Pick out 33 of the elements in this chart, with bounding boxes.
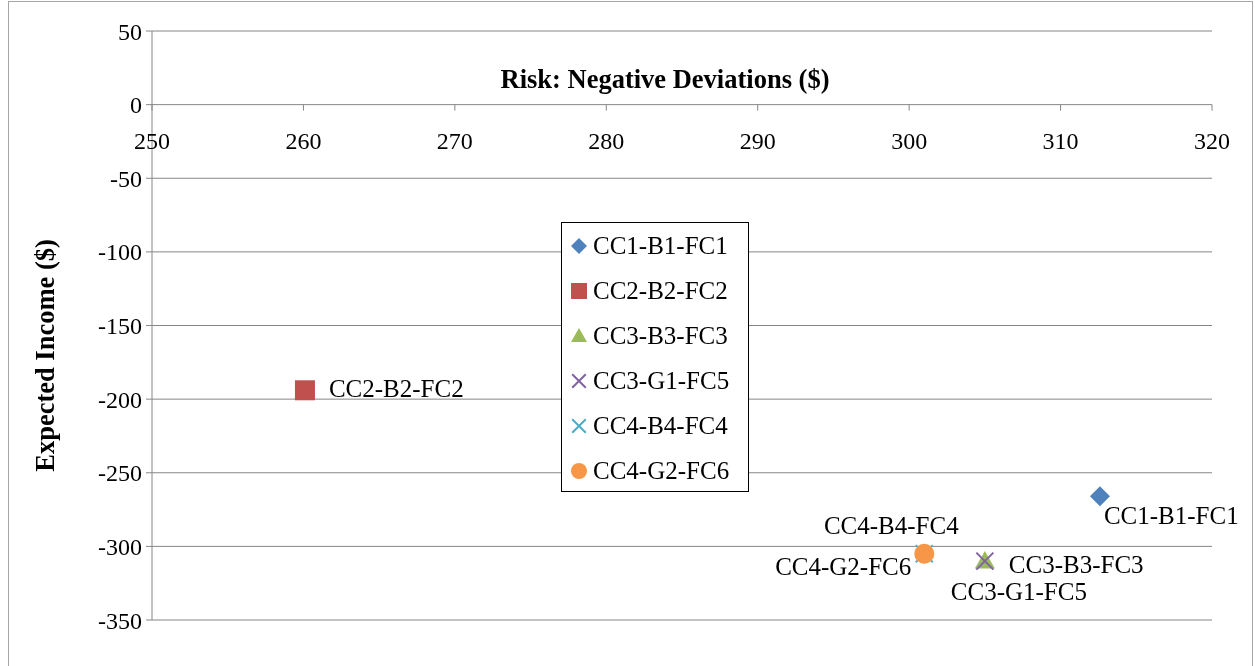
legend-label: CC4-G2-FC6 xyxy=(593,456,730,485)
legend-label: CC3-B3-FC3 xyxy=(593,321,728,350)
y-tick-label: 50 xyxy=(118,18,142,45)
y-tick-label: -50 xyxy=(110,165,142,192)
text: CC4-G2-FC6 xyxy=(775,553,912,581)
y-tick-label: 0 xyxy=(130,92,142,119)
x-tick-label: 310 xyxy=(1042,127,1079,154)
text: CC4-B4-FC4 xyxy=(823,512,959,540)
y-tick-label: -350 xyxy=(98,607,142,634)
text: CC3-G1-FC5 xyxy=(950,577,1087,605)
x-tick-label: 290 xyxy=(739,127,776,154)
point xyxy=(1089,486,1110,507)
text: CC3-B3-FC3 xyxy=(1008,550,1144,578)
y-tick-label: -250 xyxy=(98,460,142,487)
y-tick-label: -150 xyxy=(98,313,142,340)
legend-label: CC1-B1-FC1 xyxy=(593,231,728,260)
y-tick-label: -300 xyxy=(98,533,142,560)
x-tick-label: 260 xyxy=(285,127,322,154)
text: CC2-B2-FC2 xyxy=(328,374,464,402)
x-axis-title: Risk: Negative Deviations ($) xyxy=(500,63,830,94)
x-tick-label: 320 xyxy=(1194,127,1230,154)
x-tick-label: 250 xyxy=(134,127,170,154)
point xyxy=(294,380,315,401)
text: CC1-B1-FC1 xyxy=(1103,501,1239,529)
legend-label: CC4-B4-FC4 xyxy=(593,411,728,440)
y-tick-label: -100 xyxy=(98,239,142,266)
x-tick-label: 300 xyxy=(891,127,928,154)
legend-label: CC3-G1-FC5 xyxy=(593,366,730,395)
x-tick-label: 280 xyxy=(588,127,625,154)
legend-label: CC2-B2-FC2 xyxy=(593,276,728,305)
x-tick-label: 270 xyxy=(436,127,473,154)
y-tick-label: -200 xyxy=(98,386,142,413)
y-axis-title: Expected Income ($) xyxy=(30,239,60,472)
